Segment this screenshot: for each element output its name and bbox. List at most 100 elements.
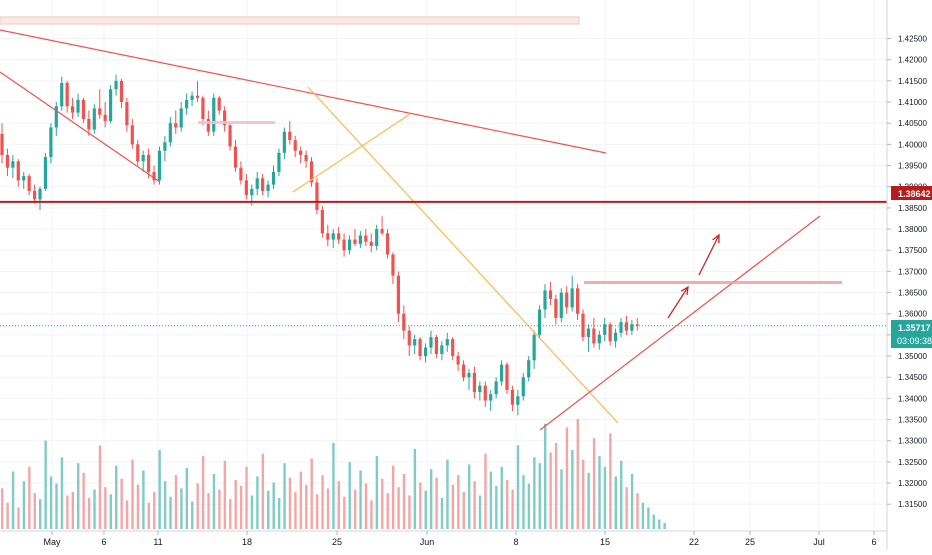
volume-bar — [370, 500, 373, 529]
candle-body — [467, 372, 471, 378]
candle-body — [206, 118, 210, 132]
resistance-price-label: 1.38642 — [891, 186, 932, 200]
candle-body — [233, 146, 238, 168]
candle-body — [282, 131, 286, 153]
volume-bar — [136, 484, 140, 529]
volume-bar — [375, 456, 379, 529]
price-tick-label: 1.39500 — [898, 162, 927, 171]
candle-body — [114, 80, 118, 90]
volume-bar — [424, 490, 427, 529]
candle-body — [98, 108, 102, 115]
volume-bar — [576, 419, 579, 529]
volume-bar — [277, 497, 281, 529]
rising-support-line — [539, 215, 821, 431]
candle-body — [505, 364, 509, 390]
candle-body — [190, 95, 194, 100]
candle-body — [608, 324, 612, 342]
volume-bar — [267, 490, 270, 529]
volume-bar — [582, 459, 585, 529]
candle-body — [326, 233, 330, 240]
candle-body — [434, 337, 438, 354]
time-tick-label: 6 — [871, 537, 876, 547]
candle-body — [581, 313, 585, 338]
price-tick-label: 1.41000 — [898, 98, 927, 107]
price-tick-label: 1.36500 — [898, 289, 927, 298]
volume-bar — [397, 487, 400, 529]
volume-bar — [625, 487, 628, 529]
price-tick-label: 1.40000 — [898, 140, 927, 149]
volume-bar — [554, 442, 558, 529]
volume-bar — [147, 502, 151, 529]
candle-body — [413, 339, 417, 346]
time-tick-label: Jun — [420, 537, 435, 547]
price-tick-label: 1.41500 — [898, 77, 927, 86]
upper-trendline — [0, 29, 607, 154]
candle-body — [87, 118, 91, 130]
volume-bar — [17, 507, 20, 529]
volume-bar — [484, 453, 487, 529]
price-tick-label: 1.37000 — [898, 267, 927, 276]
volume-bar — [511, 489, 514, 529]
time-tick-label: 11 — [153, 537, 162, 547]
candle-body — [385, 233, 390, 255]
volume-bar — [429, 469, 433, 529]
price-tick-label: 1.42000 — [898, 56, 927, 65]
volume-bar — [82, 472, 85, 529]
volume-bar — [533, 457, 536, 529]
volume-bar — [120, 478, 123, 529]
candle-body — [70, 106, 75, 113]
candle-body — [54, 106, 58, 128]
candle-body — [559, 292, 563, 318]
price-tick-label: 1.31500 — [898, 500, 927, 509]
drawings[interactable] — [0, 16, 887, 431]
candle-body — [81, 99, 86, 119]
candle-body — [27, 176, 31, 191]
candle-body — [43, 157, 48, 189]
volume-bar — [381, 478, 384, 529]
price-tick-label: 1.32000 — [898, 479, 927, 488]
candle-body — [168, 123, 172, 143]
candle-body — [429, 337, 433, 348]
candle-body — [537, 309, 542, 335]
candle-body — [320, 210, 324, 234]
candle-body — [38, 188, 42, 200]
candle-body — [22, 176, 26, 181]
candle-body — [478, 385, 482, 393]
volume-bar — [66, 495, 69, 529]
candle-body — [250, 188, 254, 196]
candle-body — [586, 328, 591, 338]
candle-body — [60, 82, 64, 107]
volume-bar — [505, 479, 509, 529]
candle-body — [76, 99, 80, 113]
candle-body — [527, 360, 531, 378]
volume-bar — [207, 493, 210, 529]
volume-bar — [435, 477, 438, 529]
time-axis[interactable]: May 6 11 18 25 Jun 8 15 22 25 Jul 6 — [43, 531, 877, 547]
volume-bar — [614, 476, 617, 529]
volume-bar — [364, 483, 368, 529]
candle-body — [255, 178, 259, 189]
candle-body — [331, 233, 335, 240]
candle-body — [342, 239, 346, 251]
volume-bar — [196, 483, 199, 529]
candle-body — [391, 254, 395, 276]
volume-bar — [544, 423, 547, 529]
grid — [0, 0, 887, 531]
volume-bar — [658, 519, 661, 529]
volume-bar — [337, 481, 341, 529]
candle-body — [499, 364, 504, 382]
volume-bar — [310, 458, 313, 529]
candle-body — [347, 239, 352, 251]
orange-short-line — [292, 113, 411, 193]
volume-bar — [229, 499, 232, 529]
candle-body — [364, 235, 368, 242]
candle-body — [353, 239, 357, 244]
volume-bar — [272, 482, 275, 529]
countdown-text: 03:09:38 — [897, 336, 932, 346]
candle-body — [597, 334, 601, 344]
volume-bar — [55, 483, 58, 529]
volume-bar — [636, 493, 639, 529]
